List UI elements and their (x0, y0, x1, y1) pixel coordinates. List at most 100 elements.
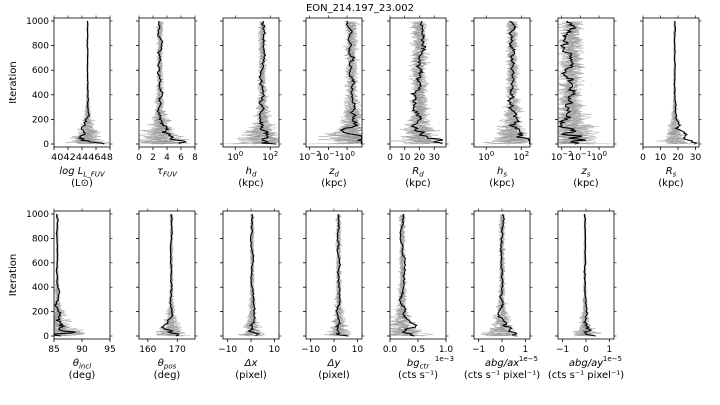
x-tick-label: 100 (339, 150, 355, 163)
y-tick-label: 400 (32, 91, 49, 101)
x-axis-label: θincl (73, 358, 91, 371)
x-axis-label: zs (581, 166, 591, 179)
y-tick-label: 600 (32, 259, 49, 269)
walker-trace (558, 21, 599, 145)
best-trace-line (582, 213, 596, 337)
best-trace-line (409, 20, 444, 145)
x-axis-label: Δx (244, 358, 258, 369)
x-tick-label: 0 (248, 345, 254, 355)
x-axis-label: hs (497, 166, 507, 179)
y-tick-label: 1000 (26, 210, 49, 220)
plot-frame (473, 17, 531, 148)
x-tick-label: 10−2 (299, 150, 321, 163)
x-tick-label: 0 (387, 153, 393, 163)
x-tick-label: 10 (655, 153, 667, 163)
panel-h-d: 100 102 hd(kpc) (220, 15, 282, 189)
best-trace-line (506, 20, 531, 144)
walker-trace (160, 214, 181, 337)
panel-bg-ctr: 0.0 0.5 1.01e−3 bgctr(cts s⁻¹) (383, 208, 454, 381)
x-axis-unit: (deg) (154, 370, 181, 381)
x-axis-label: abg/ax (485, 358, 519, 369)
x-offset-text: 1e−3 (435, 355, 454, 363)
x-axis-unit: (kpc) (238, 178, 264, 189)
best-trace-line (398, 213, 418, 337)
best-trace-line (156, 21, 188, 145)
x-tick-label: 100 (227, 150, 243, 163)
walker-trace (241, 21, 278, 145)
x-tick-label: 20 (414, 153, 426, 163)
best-trace-line (247, 213, 261, 337)
x-tick-label: 0 (583, 345, 589, 355)
walker-trace (408, 21, 431, 145)
best-trace-line (673, 20, 699, 145)
x-tick-label: −1 (556, 345, 569, 355)
x-axis-unit: (cts s⁻¹) (398, 370, 438, 381)
x-tick-label: 0.5 (411, 345, 425, 355)
y-tick-label: 0 (43, 140, 49, 150)
x-tick-label: 90 (76, 345, 88, 355)
x-tick-label: 1 (606, 345, 612, 355)
panel-tau-fuv: 0 2 4 6 8 τFUV (136, 15, 198, 179)
plot-frame (138, 210, 196, 340)
walker-trace (331, 21, 362, 145)
x-tick-label: 1.0 (439, 345, 454, 355)
y-tick-label: 0 (43, 332, 49, 342)
x-tick-label: 10 (269, 345, 281, 355)
panel-r-d: 0 10 20 30 Rd(kpc) (387, 15, 449, 189)
walker-trace (489, 214, 513, 336)
x-axis-label: Rs (666, 166, 677, 179)
x-offset-text: 1e−5 (519, 355, 538, 363)
x-tick-label: 6 (178, 153, 184, 163)
x-tick-label: 30 (690, 153, 702, 163)
x-tick-label: 2 (150, 153, 156, 163)
x-tick-label: 30 (428, 153, 440, 163)
panel-delta-x: −10 0 10 Δx(pixel) (218, 208, 282, 381)
walker-trace (557, 21, 595, 145)
best-trace-line (258, 20, 277, 145)
x-tick-label: 170 (169, 345, 186, 355)
y-tick-label: 400 (32, 283, 49, 293)
x-axis-label: log LL_FUV (59, 166, 106, 179)
x-tick-label: −10 (218, 345, 237, 355)
x-axis-unit: (L⊙) (71, 178, 93, 189)
x-tick-label: 10−2 (551, 150, 573, 163)
x-axis-label: θpos (158, 358, 177, 371)
x-tick-label: −1 (472, 345, 485, 355)
x-tick-label: 100 (478, 150, 494, 163)
x-axis-label: Rd (412, 166, 424, 179)
x-axis-label: zd (328, 166, 339, 179)
x-tick-label: 160 (139, 345, 156, 355)
panel-theta-pos: 160 170 θpos(deg) (136, 208, 198, 381)
walker-trace (491, 214, 512, 337)
x-tick-label: 0 (640, 153, 646, 163)
x-axis-unit: (cts s⁻¹ pixel⁻¹) (548, 370, 624, 381)
best-trace-line (557, 20, 586, 145)
y-tick-label: 800 (32, 234, 49, 244)
x-tick-label: 102 (513, 150, 529, 163)
walker-trace (390, 214, 434, 337)
x-axis-label: bgctr (407, 358, 430, 371)
best-trace-line (497, 213, 518, 337)
x-axis-label: τFUV (157, 166, 178, 179)
walker-trace (75, 21, 110, 145)
best-trace-line (53, 213, 76, 337)
x-offset-text: 1e−5 (603, 355, 622, 363)
best-trace-line (339, 20, 363, 144)
x-tick-label: 0 (136, 153, 142, 163)
walker-trace (403, 21, 441, 145)
x-axis-unit: (kpc) (405, 178, 431, 189)
y-axis-label: Iteration (8, 61, 19, 103)
plot-frame (642, 17, 700, 148)
x-axis-unit: (kpc) (573, 178, 599, 189)
plot-frame (305, 17, 363, 148)
x-tick-label: 4 (164, 153, 170, 163)
y-tick-label: 1000 (26, 17, 49, 27)
walker-trace (341, 21, 362, 145)
best-trace-line (77, 20, 105, 145)
x-tick-label: 0 (331, 345, 337, 355)
x-tick-label: 95 (104, 345, 115, 355)
